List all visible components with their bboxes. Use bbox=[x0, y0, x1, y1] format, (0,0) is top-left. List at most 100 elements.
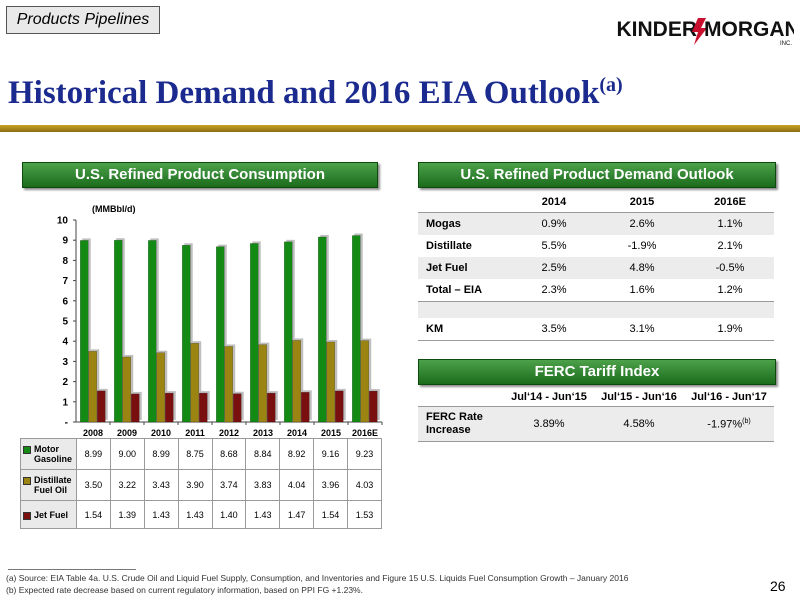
data-table-cell: 9.23 bbox=[347, 438, 382, 470]
bar-motor-gasoline bbox=[182, 245, 191, 423]
title-divider bbox=[0, 125, 800, 132]
outlook-spacer bbox=[418, 301, 774, 318]
ferc-cell-value: -1.97% bbox=[707, 418, 743, 431]
outlook-row-distillate: Distillate 5.5% -1.9% 2.1% bbox=[418, 235, 774, 257]
x-tick-label: 2008 bbox=[83, 428, 103, 438]
outlook-row-label: Jet Fuel bbox=[418, 257, 510, 279]
ferc-row-label-line2: Increase bbox=[426, 424, 471, 436]
data-table-label-line2: Gasoline bbox=[34, 454, 73, 464]
outlook-table: 2014 2015 2016E Mogas 0.9% 2.6% 1.1% Dis… bbox=[418, 192, 774, 341]
ferc-cell: 3.89% bbox=[504, 406, 594, 442]
x-tick-label: 2013 bbox=[253, 428, 273, 438]
bar-motor-gasoline bbox=[352, 235, 361, 423]
data-table-row-label: Motor Gasoline bbox=[20, 438, 77, 470]
x-tick-label: 2011 bbox=[185, 428, 205, 438]
data-table-cell: 1.54 bbox=[76, 500, 111, 529]
page-title: Historical Demand and 2016 EIA Outlook(a… bbox=[8, 74, 623, 112]
x-tick-label: 2009 bbox=[117, 428, 137, 438]
y-tick-label: 3 bbox=[62, 357, 68, 368]
y-tick-label: 9 bbox=[62, 236, 68, 247]
bar-motor-gasoline bbox=[250, 243, 259, 423]
data-table-label-line1: Motor bbox=[34, 444, 59, 454]
data-table-cell: 1.43 bbox=[177, 500, 213, 529]
ferc-cell-last: -1.97%(b) bbox=[684, 406, 774, 442]
x-tick-label: 2016E bbox=[352, 428, 378, 438]
outlook-cell: 2.1% bbox=[717, 240, 743, 252]
bar-distillate bbox=[224, 346, 233, 423]
logo-text-left: KINDER bbox=[616, 18, 697, 41]
bar-jet-fuel bbox=[199, 392, 208, 423]
bar-distillate bbox=[122, 356, 131, 423]
y-tick-label: 5 bbox=[62, 317, 68, 328]
ferc-table: Jul‘14 - Jun‘15 Jul‘15 - Jun‘16 Jul‘16 -… bbox=[418, 387, 774, 442]
data-table-row: Motor Gasoline 8.99 9.00 8.99 8.75 8.68 8.84 8.9… bbox=[20, 438, 382, 470]
bar-motor-gasoline bbox=[318, 236, 327, 423]
y-tick-label: 10 bbox=[57, 216, 69, 227]
data-table-cell: 3.74 bbox=[211, 469, 247, 501]
outlook-heading: U.S. Refined Product Demand Outlook bbox=[418, 162, 776, 188]
y-tick-label: 1 bbox=[62, 397, 68, 408]
data-table-cell: 4.04 bbox=[279, 469, 315, 501]
data-table-row: Jet Fuel 1.54 1.39 1.43 1.43 1.40 1.43 1.47 1.54… bbox=[20, 500, 382, 529]
bar-distillate bbox=[258, 344, 267, 423]
ferc-rate-row: FERC Rate Increase 3.89% 4.58% -1.97%(b) bbox=[418, 406, 774, 442]
outlook-cell: 5.5% bbox=[541, 240, 567, 252]
x-tick-label: 2012 bbox=[219, 428, 239, 438]
data-table-row-label-text: Jet Fuel bbox=[34, 510, 68, 520]
outlook-cell: -0.5% bbox=[686, 257, 774, 279]
bar-motor-gasoline bbox=[80, 240, 89, 423]
outlook-cell: -1.9% bbox=[627, 240, 657, 252]
x-tick-label: 2010 bbox=[151, 428, 171, 438]
bar-distillate bbox=[156, 352, 165, 423]
logo-text-right: MORGAN bbox=[704, 18, 794, 41]
data-table-cell: 3.96 bbox=[313, 469, 348, 501]
data-table-cell: 3.50 bbox=[76, 469, 111, 501]
bar-motor-gasoline bbox=[284, 241, 293, 423]
bar-distillate bbox=[360, 340, 369, 423]
bar-jet-fuel bbox=[97, 390, 106, 423]
legend-swatch-distillate bbox=[23, 477, 31, 485]
data-table-cell: 1.54 bbox=[313, 500, 348, 529]
page-title-text: Historical Demand and 2016 EIA Outlook bbox=[8, 75, 600, 111]
data-table-cell: 1.53 bbox=[347, 500, 382, 529]
bar-distillate bbox=[326, 341, 335, 423]
y-tick-label: 2 bbox=[62, 377, 68, 388]
data-table-cell: 1.39 bbox=[109, 500, 145, 529]
outlook-row-label: Distillate bbox=[426, 240, 472, 252]
ferc-col-header: Jul‘16 - Jun‘17 bbox=[684, 387, 774, 407]
data-table-cell: 1.43 bbox=[245, 500, 281, 529]
outlook-row-label: Mogas bbox=[418, 212, 510, 235]
bar-jet-fuel bbox=[233, 393, 242, 423]
data-table-row-label-text: Motor Gasoline bbox=[34, 444, 72, 464]
legend-swatch-motor-gasoline bbox=[23, 446, 31, 454]
data-table-cell: 3.22 bbox=[109, 469, 145, 501]
data-table-cell: 8.84 bbox=[245, 438, 281, 470]
bar-jet-fuel bbox=[301, 392, 310, 423]
bar-jet-fuel bbox=[369, 390, 378, 423]
outlook-cell: 4.8% bbox=[598, 257, 686, 279]
footnote-a: (a) Source: EIA Table 4a. U.S. Crude Oil… bbox=[6, 573, 629, 583]
ferc-row-label-line1: FERC Rate bbox=[426, 411, 483, 423]
y-tick-label: - bbox=[65, 418, 68, 429]
chart-unit-label: (MMBbl/d) bbox=[92, 204, 135, 214]
data-table-cell: 8.68 bbox=[211, 438, 247, 470]
y-tick-label: 6 bbox=[62, 296, 68, 307]
outlook-cell: 1.6% bbox=[598, 279, 686, 302]
data-table-cell: 8.92 bbox=[279, 438, 315, 470]
consumption-heading: U.S. Refined Product Consumption bbox=[22, 162, 378, 188]
outlook-cell: 3.1% bbox=[598, 318, 686, 341]
kinder-morgan-logo: KINDER MORGAN INC. bbox=[616, 18, 794, 47]
data-table-label-line2: Fuel Oil bbox=[34, 485, 68, 495]
outlook-row-km: KM 3.5% 3.1% 1.9% bbox=[418, 318, 774, 341]
data-table-cell: 8.99 bbox=[143, 438, 179, 470]
y-tick-label: 4 bbox=[62, 337, 68, 348]
bar-jet-fuel bbox=[267, 392, 276, 423]
bar-jet-fuel bbox=[131, 393, 140, 423]
data-table-cell: 1.40 bbox=[211, 500, 247, 529]
page-title-footnote-mark: (a) bbox=[599, 74, 623, 96]
ferc-cell: 4.58% bbox=[594, 406, 684, 442]
outlook-corner bbox=[418, 192, 510, 213]
outlook-cell: 0.9% bbox=[510, 212, 598, 235]
outlook-row-total-eia: Total – EIA 2.3% 1.6% 1.2% bbox=[418, 279, 774, 302]
outlook-cell: 2.6% bbox=[598, 212, 686, 235]
